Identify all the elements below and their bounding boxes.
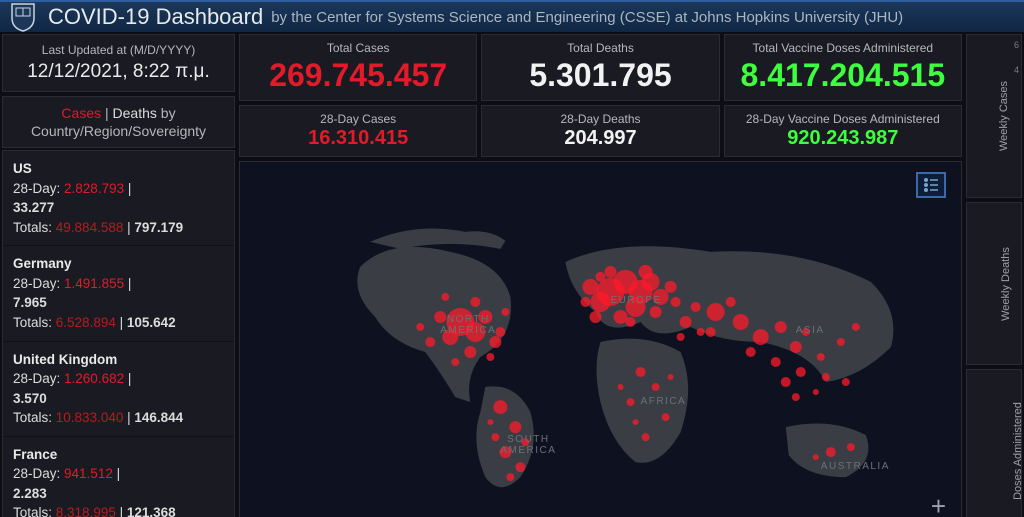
world-map[interactable]: NORTHAMERICAEUROPEASIAAFRICASOUTHAMERICA… [239, 161, 962, 517]
stat-label: Total Cases [244, 41, 472, 55]
last-updated-panel: Last Updated at (M/D/YYYY) 12/12/2021, 8… [2, 34, 235, 92]
stat-value: 269.745.457 [244, 57, 472, 94]
sparkline-panel[interactable]: Weekly Deaths [966, 202, 1022, 366]
sparkline-label: Doses Administered [1012, 402, 1024, 500]
zoom-in-button[interactable]: + [931, 491, 946, 517]
stat-label: 28-Day Vaccine Doses Administered [729, 112, 957, 126]
list-item[interactable]: France28-Day: 941.512 | 2.283Totals: 8.3… [3, 437, 234, 517]
sparkline-label: Weekly Cases [998, 81, 1010, 151]
stat-label: Total Deaths [486, 41, 714, 55]
list-item[interactable]: Germany28-Day: 1.491.855 | 7.965Totals: … [3, 246, 234, 341]
legend-icon [923, 178, 939, 192]
stat-value: 204.997 [486, 127, 714, 150]
stat-card: 28-Day Vaccine Doses Administered920.243… [724, 105, 962, 157]
list-item[interactable]: United Kingdom28-Day: 1.260.682 | 3.570T… [3, 342, 234, 437]
left-column: Last Updated at (M/D/YYYY) 12/12/2021, 8… [0, 32, 237, 517]
stat-card: Total Cases 269.745.457 [239, 34, 477, 101]
last-updated-value: 12/12/2021, 8:22 π.μ. [13, 61, 224, 83]
stat-label: Total Vaccine Doses Administered [729, 41, 957, 55]
stat-card: 28-Day Deaths204.997 [481, 105, 719, 157]
stat-label: 28-Day Deaths [486, 112, 714, 126]
country-name: France [13, 445, 224, 465]
filter-line-1: Cases | Deaths by [13, 105, 224, 121]
dashboard-title: COVID-19 Dashboard [48, 4, 263, 30]
right-column: Weekly Cases64 Weekly Deaths Doses Adminis… [964, 32, 1024, 517]
stat-value: 16.310.415 [244, 127, 472, 150]
stat-value: 8.417.204.515 [729, 57, 957, 94]
center-column: Total Cases 269.745.457 Total Deaths 5.301.… [237, 32, 964, 517]
main-grid: Last Updated at (M/D/YYYY) 12/12/2021, 8… [0, 32, 1024, 517]
country-name: US [13, 159, 224, 179]
stats-row-1: Total Cases 269.745.457 Total Deaths 5.301.… [237, 32, 964, 103]
jhu-shield-icon [8, 2, 38, 32]
stat-value: 5.301.795 [486, 57, 714, 94]
list-item[interactable]: US28-Day: 2.828.793 | 33.277Totals: 49.8… [3, 151, 234, 246]
stat-card: 28-Day Cases16.310.415 [239, 105, 477, 157]
header: COVID-19 Dashboard by the Center for Sys… [0, 0, 1024, 32]
stat-label: 28-Day Cases [244, 112, 472, 126]
filter-deaths-word[interactable]: Deaths [113, 105, 157, 121]
filter-by: by [157, 105, 176, 121]
filter-line-2: Country/Region/Sovereignty [13, 123, 224, 139]
stat-card: Total Deaths 5.301.795 [481, 34, 719, 101]
sparkline-panel[interactable]: Doses Administered [966, 369, 1022, 517]
stat-card: Total Vaccine Doses Administered 8.417.20… [724, 34, 962, 101]
country-name: United Kingdom [13, 350, 224, 370]
last-updated-label: Last Updated at (M/D/YYYY) [13, 43, 224, 57]
stats-row-2: 28-Day Cases16.310.41528-Day Deaths204.9… [237, 103, 964, 159]
filter-panel: Cases | Deaths by Country/Region/Soverei… [2, 96, 235, 148]
legend-button[interactable] [916, 172, 946, 198]
country-list[interactable]: US28-Day: 2.828.793 | 33.277Totals: 49.8… [2, 150, 235, 517]
country-name: Germany [13, 254, 224, 274]
dashboard-subtitle: by the Center for Systems Science and En… [271, 9, 903, 26]
sparkline-panel[interactable]: Weekly Cases64 [966, 34, 1022, 198]
stat-value: 920.243.987 [729, 127, 957, 150]
sparkline-label: Weekly Deaths [1000, 247, 1012, 321]
filter-cases-word[interactable]: Cases [61, 105, 101, 121]
